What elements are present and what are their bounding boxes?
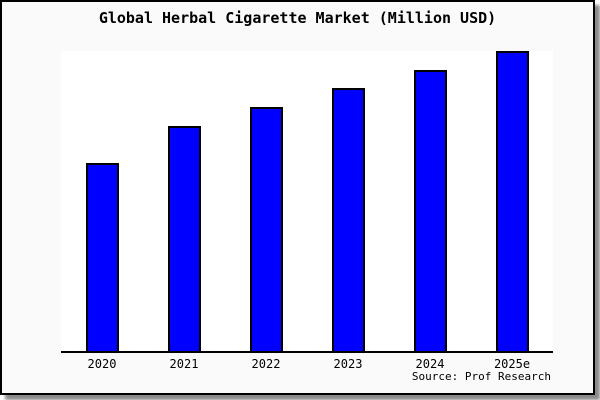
bar-2020	[85, 162, 119, 351]
x-tick-label-2023: 2023	[333, 357, 363, 371]
bar-2025e	[495, 51, 529, 351]
chart-title: Global Herbal Cigarette Market (Million …	[98, 9, 497, 27]
bar-2021	[167, 125, 201, 351]
x-tick-label-2022: 2022	[251, 357, 281, 371]
x-tick-label-2021: 2021	[169, 357, 199, 371]
bar-2022	[249, 106, 283, 351]
plot-area	[61, 51, 553, 353]
source-credit: Source: Prof Research	[411, 370, 551, 383]
x-tick-label-2020: 2020	[87, 357, 117, 371]
bar-2023	[331, 87, 365, 351]
x-tick-label-2025e: 2025e	[493, 357, 531, 371]
chart-container: Global Herbal Cigarette Market (Million …	[0, 0, 595, 395]
x-tick-label-2024: 2024	[415, 357, 445, 371]
bar-2024	[413, 69, 447, 351]
